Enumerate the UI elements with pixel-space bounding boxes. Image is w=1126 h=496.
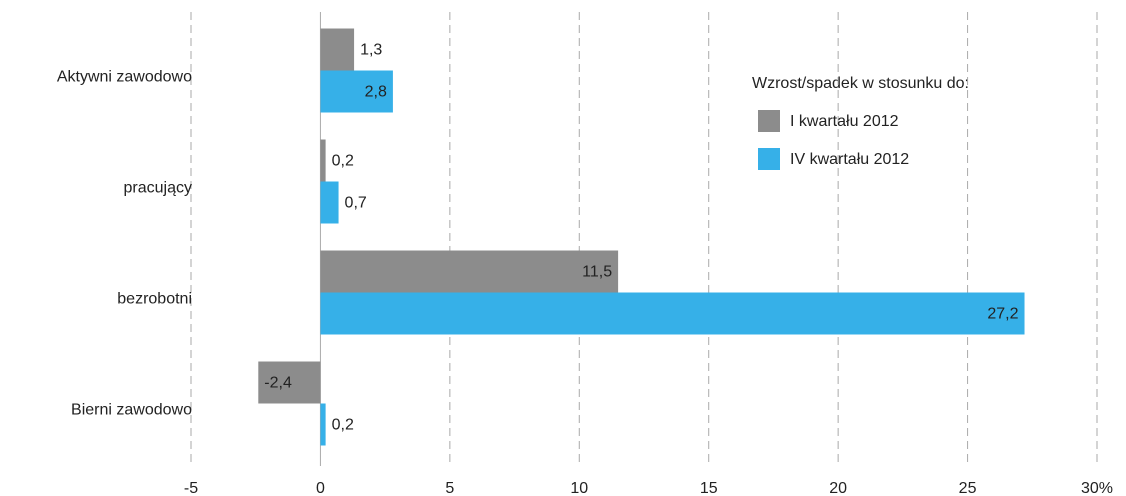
bar xyxy=(320,181,339,224)
x-tick-label: -5 xyxy=(184,480,198,496)
y-tick-label: Bierni zawodowo xyxy=(71,402,192,419)
y-tick-label: bezrobotni xyxy=(117,291,192,308)
bar xyxy=(320,403,326,446)
data-label: 0,2 xyxy=(332,417,354,434)
data-label: 11,5 xyxy=(582,264,612,281)
y-tick-label: Aktywni zawodowo xyxy=(57,69,192,86)
bar xyxy=(320,70,393,113)
data-label: -2,4 xyxy=(264,375,292,392)
x-tick-label: 0 xyxy=(316,480,325,496)
x-tick-label: 20 xyxy=(829,480,847,496)
data-label: 0,2 xyxy=(332,153,354,170)
data-label: 0,7 xyxy=(345,195,367,212)
legend-title: Wzrost/spadek w stosunku do: xyxy=(752,75,969,92)
legend-swatch xyxy=(758,110,780,132)
y-tick-label: pracujący xyxy=(124,180,192,197)
bar xyxy=(320,250,619,293)
x-tick-label: 30% xyxy=(1081,480,1113,496)
x-tick-label: 15 xyxy=(700,480,718,496)
legend-label: IV kwartału 2012 xyxy=(790,151,909,168)
legend-label: I kwartału 2012 xyxy=(790,113,899,130)
bar xyxy=(320,139,326,182)
x-tick-label: 5 xyxy=(445,480,454,496)
data-label: 1,3 xyxy=(360,42,382,59)
bar xyxy=(258,361,321,404)
data-label: 2,8 xyxy=(365,84,387,101)
data-label: 27,2 xyxy=(987,306,1018,323)
bar xyxy=(320,28,355,71)
x-tick-label: 25 xyxy=(959,480,977,496)
x-tick-label: 10 xyxy=(570,480,588,496)
bar xyxy=(320,292,1025,335)
legend-swatch xyxy=(758,148,780,170)
